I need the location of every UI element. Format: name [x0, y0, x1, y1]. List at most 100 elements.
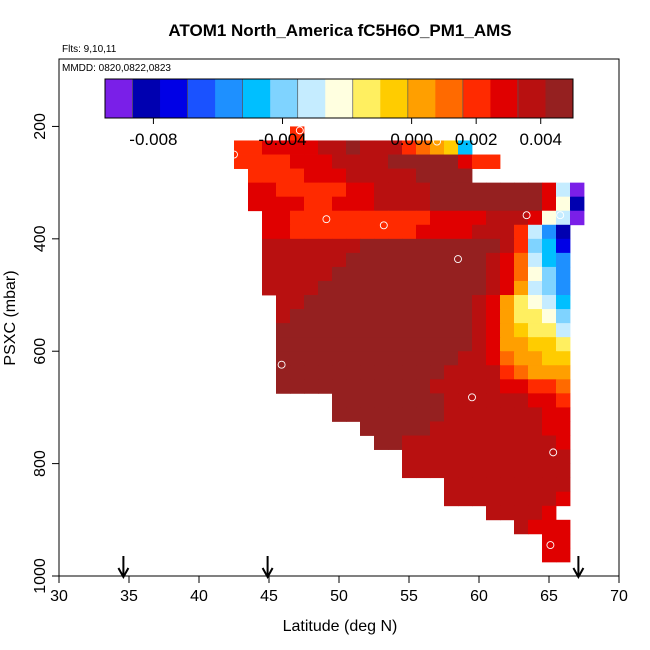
- heatmap-cell: [290, 266, 305, 282]
- heatmap-cell: [346, 224, 361, 240]
- x-tick-label: 30: [50, 588, 68, 605]
- heatmap-cell: [332, 252, 347, 268]
- heatmap-cell: [402, 224, 417, 240]
- heatmap-cell: [402, 140, 417, 155]
- heatmap-cell: [528, 295, 543, 310]
- heatmap-cell: [248, 196, 263, 212]
- sample-marker: [454, 255, 462, 264]
- heatmap-cell: [304, 224, 319, 240]
- heatmap-cell: [486, 295, 501, 310]
- heatmap-cell: [430, 393, 445, 408]
- heatmap-cell: [304, 365, 319, 380]
- heatmap-cell: [514, 365, 529, 380]
- heatmap-cell: [556, 295, 571, 310]
- heatmap-cell: [542, 351, 557, 366]
- heatmap-cell: [374, 407, 389, 422]
- heatmap-cell: [472, 463, 487, 479]
- heatmap-cell: [542, 323, 557, 338]
- heatmap-cell: [458, 168, 473, 184]
- x-tick-label: 70: [610, 588, 628, 605]
- heatmap-cell: [500, 435, 515, 450]
- heatmap-cell: [458, 196, 473, 212]
- heatmap-cell: [416, 295, 431, 310]
- heatmap-cell: [430, 295, 445, 310]
- heatmap-cell: [472, 337, 487, 352]
- heatmap-cell: [304, 280, 319, 296]
- heatmap-cell: [556, 351, 571, 366]
- heatmap-cell: [458, 435, 473, 450]
- heatmap-cell: [318, 140, 333, 155]
- colorbar-segment: [132, 79, 161, 118]
- heatmap-cell: [528, 224, 543, 240]
- heatmap-cell: [514, 337, 529, 352]
- heatmap-cell: [388, 337, 403, 352]
- heatmap-cell: [430, 266, 445, 282]
- heatmap-cell: [444, 210, 459, 226]
- heatmap-cell: [318, 266, 333, 282]
- heatmap-cell: [360, 252, 375, 268]
- heatmap-cell: [514, 477, 529, 493]
- heatmap-cell: [542, 266, 557, 282]
- heatmap-cell: [416, 365, 431, 380]
- heatmap-cell: [458, 477, 473, 493]
- heatmap-cell: [500, 477, 515, 493]
- sample-marker: [549, 448, 558, 457]
- heatmap-cell: [262, 210, 277, 226]
- heatmap-cell: [430, 252, 445, 268]
- heatmap-cell: [500, 351, 515, 366]
- heatmap-cell: [318, 351, 333, 366]
- heatmap-cell: [542, 238, 557, 254]
- heatmap-cell: [472, 295, 487, 310]
- heatmap-cell: [444, 266, 459, 282]
- heatmap-cell: [486, 379, 501, 394]
- sample-marker: [433, 137, 441, 146]
- x-axis-label: Latitude (deg N): [283, 618, 398, 635]
- heatmap-cell: [262, 140, 277, 155]
- heatmap-cell: [528, 519, 543, 535]
- heatmap-cell: [346, 295, 361, 310]
- heatmap-cell: [444, 140, 459, 155]
- heatmap-cell: [500, 393, 515, 408]
- heatmap-cell: [234, 140, 249, 155]
- heatmap-cell: [472, 182, 487, 198]
- heatmap-cell: [276, 224, 291, 240]
- heatmap-cell: [360, 168, 375, 184]
- heatmap-cell: [500, 252, 515, 268]
- x-tick-label: 55: [400, 588, 418, 605]
- colorbar-segment: [380, 79, 409, 118]
- x-tick-label: 35: [120, 588, 138, 605]
- heatmap-cell: [444, 477, 459, 493]
- heatmap-cell: [388, 280, 403, 296]
- heatmap-cell: [444, 365, 459, 380]
- x-tick-label: 60: [470, 588, 488, 605]
- heatmap-cell: [332, 280, 347, 296]
- heatmap-cell: [374, 351, 389, 366]
- heatmap-cell: [514, 351, 529, 366]
- heatmap-cell: [402, 351, 417, 366]
- heatmap-cell: [514, 505, 529, 521]
- heatmap-cell: [318, 379, 333, 394]
- heatmap-cell: [332, 379, 347, 394]
- colorbar-tick-label: -0.004: [258, 130, 306, 149]
- heatmap-cell: [556, 463, 571, 479]
- heatmap-cell: [346, 393, 361, 408]
- heatmap-cell: [416, 421, 431, 436]
- heatmap-cell: [528, 449, 543, 465]
- heatmap-cell: [514, 238, 529, 254]
- heatmap-cell: [290, 295, 305, 310]
- heatmap-cell: [458, 295, 473, 310]
- heatmap-cell: [360, 337, 375, 352]
- heatmap-cell: [486, 365, 501, 380]
- heatmap-cell: [276, 238, 291, 254]
- heatmap-cell: [542, 533, 557, 549]
- heatmap-cell: [402, 182, 417, 198]
- heatmap-cell: [528, 182, 543, 198]
- heatmap-cell: [444, 182, 459, 198]
- heatmap-cell: [528, 210, 543, 226]
- y-tick-label: 1000: [32, 558, 49, 594]
- heatmap-cell: [556, 323, 571, 338]
- heatmap-cell: [444, 154, 459, 169]
- heatmap-cell: [402, 210, 417, 226]
- heatmap-cell: [234, 154, 249, 169]
